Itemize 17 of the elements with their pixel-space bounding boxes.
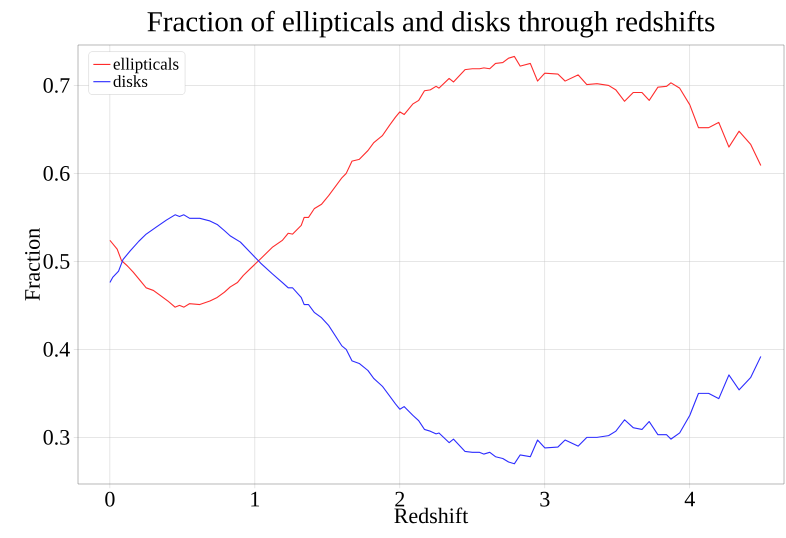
y-tick-label: 0.3 [44,430,70,445]
y-tick-label: 0.4 [44,342,70,357]
y-tick-label: 0.7 [44,78,70,93]
line-series [109,214,762,464]
line-series [109,56,762,308]
y-tick-label: 0.6 [44,166,70,181]
x-tick-label: 2 [395,492,404,506]
x-tick-label: 0 [105,492,115,507]
legend-label: disks [114,75,148,88]
x-tick-label: 1 [251,492,260,506]
chart-title: Fraction of ellipticals and disks through redshifts [148,10,714,38]
x-axis-title: Redshift [394,508,468,524]
y-axis-title: Fraction [25,228,40,301]
x-tick-label: 4 [684,492,695,506]
y-tick-label: 0.5 [44,254,70,269]
x-tick-label: 3 [540,492,550,507]
legend-label: ellipticals [114,58,178,74]
